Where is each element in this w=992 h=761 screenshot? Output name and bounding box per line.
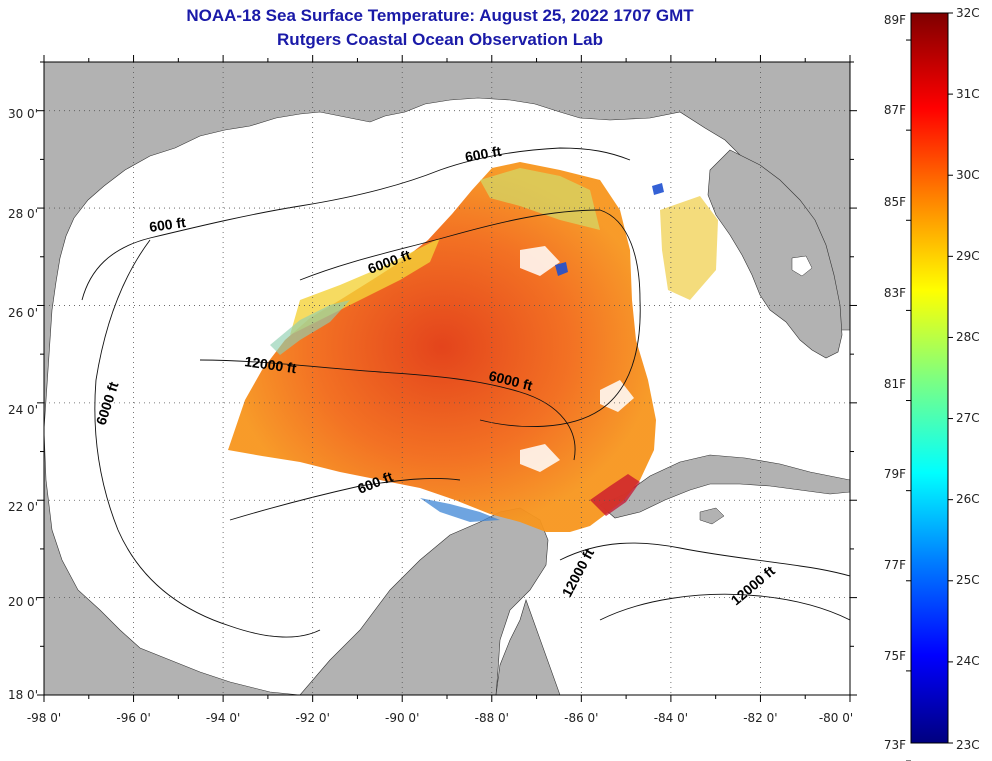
fahrenheit-label: 89F [884,13,906,27]
lon-tick-label: -82 0' [743,711,777,725]
lat-tick-label: 28 0' [8,207,38,221]
lon-tick-label: -94 0' [206,711,240,725]
lon-tick-label: -90 0' [385,711,419,725]
map-title: NOAA-18 Sea Surface Temperature: August … [186,6,694,25]
sst-swath [228,162,718,532]
contour-caribbean [599,593,850,621]
celsius-label: 30C [956,168,980,182]
fahrenheit-label: 77F [884,558,906,572]
bathymetry-contours [81,147,850,638]
temperature-colorbar: 89F 87F 85F 83F 81F 79F 77F 75F 73F 32C … [884,6,980,761]
celsius-label: 25C [956,573,980,587]
lon-tick-label: -98 0' [27,711,61,725]
land-lake-okeechobee [791,255,813,277]
celsius-label: 24C [956,654,980,668]
lon-tick-label: -88 0' [475,711,509,725]
contour-12000ft-cayman [559,542,850,577]
contour-600ft-south [229,477,461,521]
map-subtitle: Rutgers Coastal Ocean Observation Lab [277,30,603,49]
fahrenheit-label: 83F [884,286,906,300]
celsius-label: 27C [956,411,980,425]
fahrenheit-label: 75F [884,649,906,663]
land-cuba [599,454,850,519]
colorbar-celsius-labels: 32C 31C 30C 29C 28C 27C 26C 25C 24C 23C [956,6,980,752]
contour-label: 600 ft [464,143,503,165]
lon-tick-label: -86 0' [564,711,598,725]
contour-label: 12000 ft [244,353,298,376]
fahrenheit-label: 87F [884,103,906,117]
fahrenheit-label: 85F [884,195,906,209]
graticule [44,62,850,695]
lat-tick-label: 22 0' [8,500,38,514]
celsius-label: 23C [956,738,980,752]
lat-tick-label: 26 0' [8,306,38,320]
lon-tick-label: -92 0' [296,711,330,725]
land-isle-of-youth [699,507,725,525]
lat-tick-label: 24 0' [8,403,38,417]
fahrenheit-label: 79F [884,467,906,481]
fahrenheit-label: 73F [884,738,906,752]
celsius-label: 32C [956,6,980,20]
lat-tick-label: 18 0' [8,688,38,702]
celsius-label: 29C [956,249,980,263]
land-florida [707,149,843,359]
lon-tick-label: -80 0' [819,711,853,725]
axis-ticks [37,55,857,702]
contour-600ft-north [81,147,631,301]
contour-12000ft [199,359,576,461]
latitude-axis: 30 0' 28 0' 26 0' 24 0' 22 0' 20 0' 18 0… [8,107,38,702]
fahrenheit-label: 81F [884,377,906,391]
contour-6000ft-west [94,239,321,638]
celsius-label: 28C [956,330,980,344]
contour-6000ft-central [299,209,641,428]
colorbar-scale [910,12,949,744]
lat-tick-label: 30 0' [8,107,38,121]
lat-tick-label: 20 0' [8,595,38,609]
lon-tick-label: -84 0' [654,711,688,725]
lon-tick-label: -96 0' [116,711,150,725]
contour-label: 600 ft [148,214,187,235]
colorbar-fahrenheit-labels: 89F 87F 85F 83F 81F 79F 77F 75F 73F [884,13,906,752]
colorbar-ticks [906,12,953,761]
longitude-axis: -98 0' -96 0' -94 0' -92 0' -90 0' -88 0… [27,711,853,725]
land-central-america [495,599,561,695]
land-mexico [44,429,301,695]
celsius-label: 26C [956,492,980,506]
celsius-label: 31C [956,87,980,101]
